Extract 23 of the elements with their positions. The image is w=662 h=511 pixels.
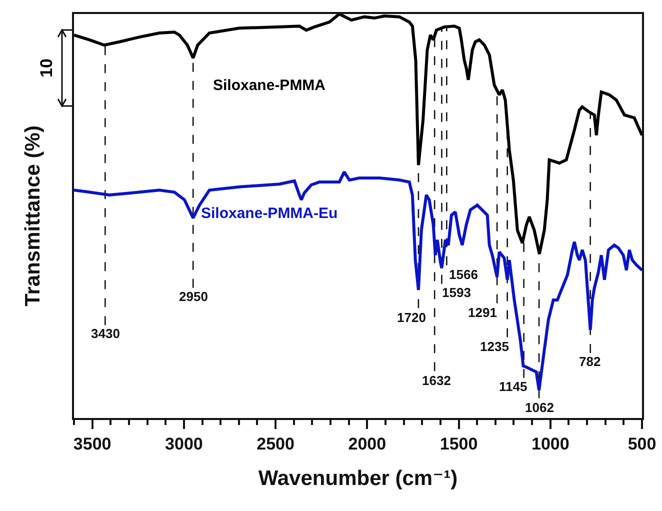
x-tick-label: 500 xyxy=(628,434,656,454)
ref-line-label: 2950 xyxy=(179,289,208,304)
series-label: Siloxane-PMMA-Eu xyxy=(201,205,338,222)
x-axis-title: Wavenumber (cm⁻¹) xyxy=(258,467,458,490)
x-tick-label: 3000 xyxy=(165,434,203,454)
ref-line-label: 1145 xyxy=(499,379,528,394)
ref-line-label: 1593 xyxy=(442,285,471,300)
x-tick-label: 1000 xyxy=(531,434,570,454)
ref-line-label: 782 xyxy=(579,354,601,369)
ref-line-label: 1632 xyxy=(422,373,451,388)
ref-line-label: 1566 xyxy=(449,267,478,282)
ref-line-label: 1720 xyxy=(397,310,426,325)
y-axis-title: Transmittance (%) xyxy=(22,126,45,306)
x-tick-label: 1500 xyxy=(440,434,478,454)
ref-line-label: 1235 xyxy=(480,339,509,354)
ref-line-label: 3430 xyxy=(91,326,120,341)
text: 10 xyxy=(37,58,56,78)
series-label: Siloxane-PMMA xyxy=(213,77,326,94)
ref-line-label: 1291 xyxy=(468,305,497,320)
x-tick-label: 2000 xyxy=(348,434,386,454)
x-tick-label: 2500 xyxy=(256,434,294,454)
ref-line-label: 1062 xyxy=(525,400,554,415)
x-tick-label: 3500 xyxy=(73,434,112,454)
